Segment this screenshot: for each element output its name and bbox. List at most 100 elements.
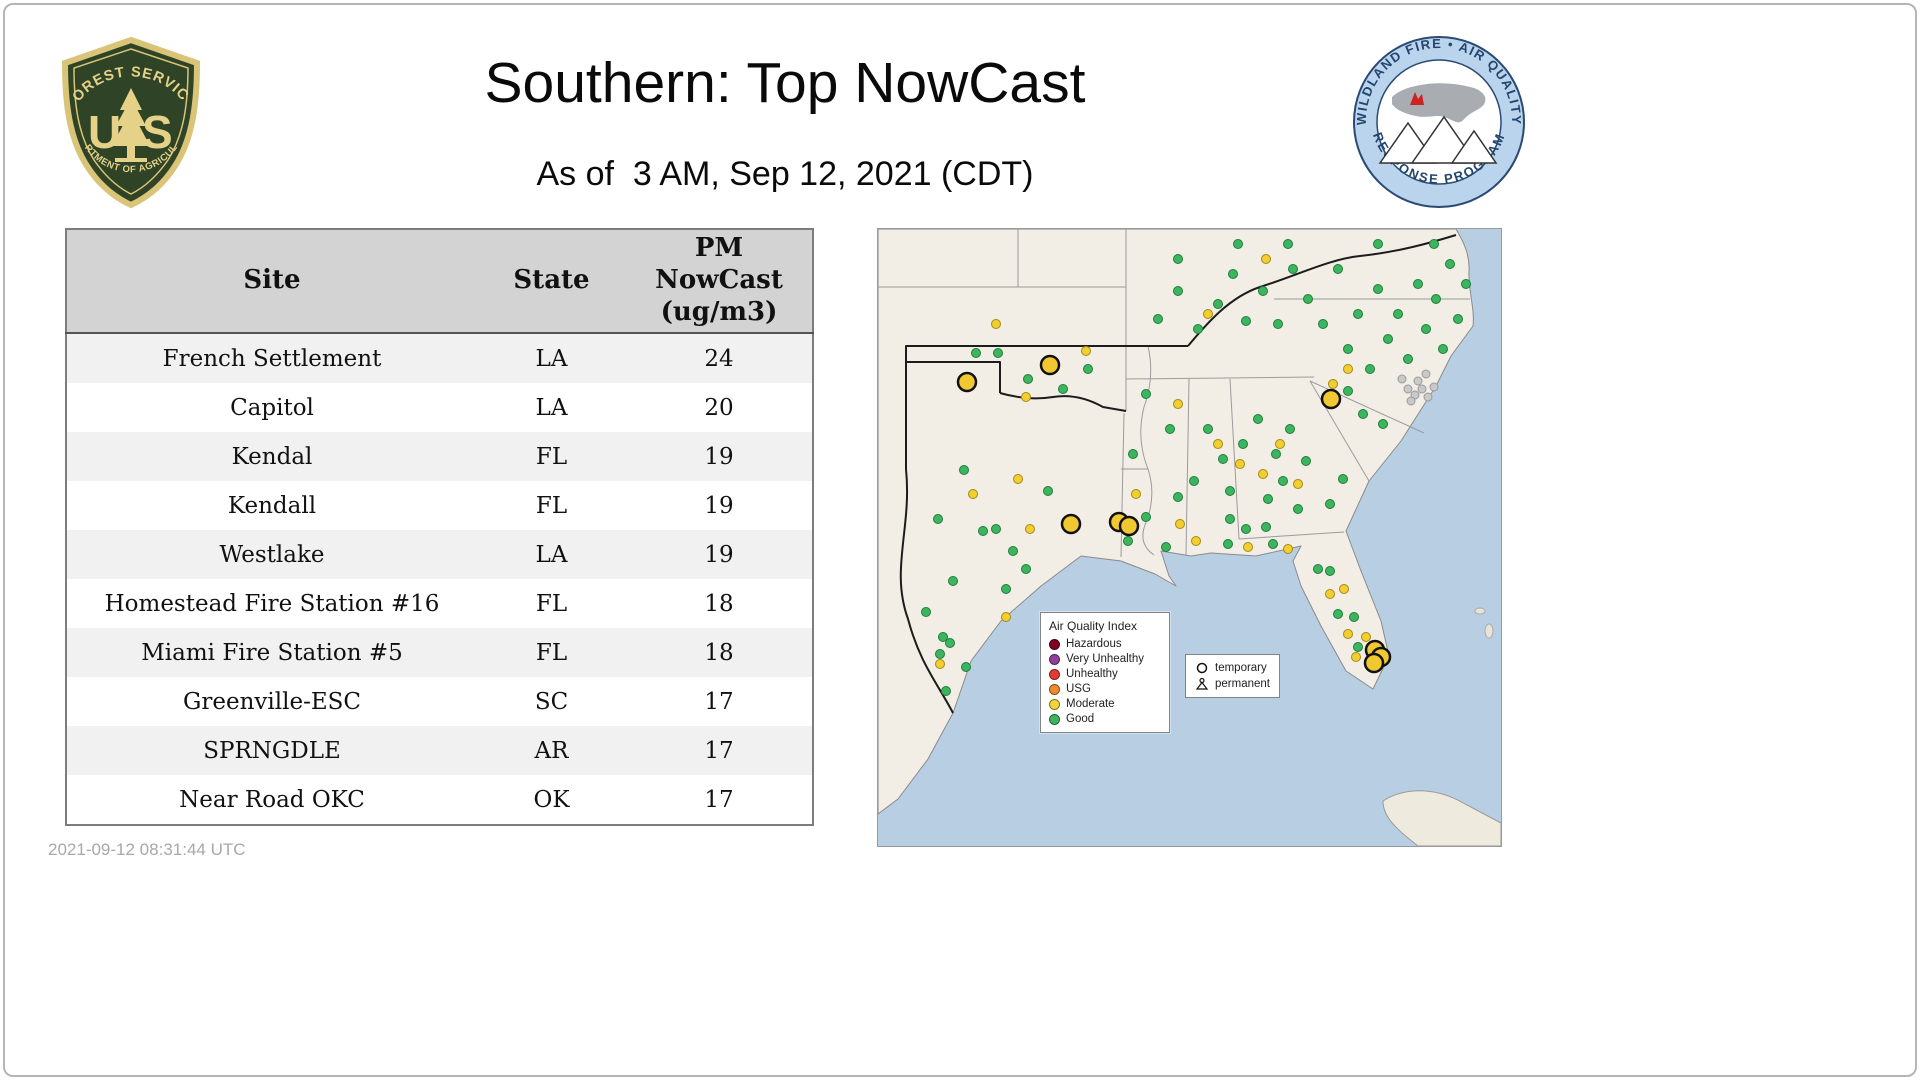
- column-header-pm-nowcast: PM NowCast (ug/m3): [626, 229, 813, 334]
- good-marker: [1461, 279, 1471, 289]
- good-marker: [1438, 344, 1448, 354]
- good-marker: [1318, 319, 1328, 329]
- cell-site: French Settlement: [162, 345, 382, 372]
- legend-item: Hazardous: [1049, 638, 1161, 650]
- moderate-marker: [1343, 629, 1353, 639]
- air-quality-map: Air Quality Index Hazardous Very Unhealth…: [877, 228, 1502, 847]
- legend-item: Unhealthy: [1049, 668, 1161, 680]
- legend-label: Very Unhealthy: [1066, 653, 1144, 665]
- temporary-label: temporary: [1215, 662, 1267, 674]
- good-marker: [1378, 419, 1388, 429]
- cell-value: 17: [704, 688, 734, 715]
- moderate-marker: [1243, 542, 1253, 552]
- aqi-legend-items: Hazardous Very Unhealthy Unhealthy USG Moder…: [1049, 638, 1161, 725]
- good-marker: [1283, 239, 1293, 249]
- good-marker: [941, 686, 951, 696]
- good-marker: [1001, 584, 1011, 594]
- no_data-marker: [1421, 369, 1431, 379]
- legend-label: Moderate: [1066, 698, 1115, 710]
- good-marker: [1431, 294, 1441, 304]
- cell-site: SPRNGDLE: [203, 737, 341, 764]
- table-body: French Settlement LA 24 Capitol LA 20 Kendal FL…: [66, 333, 813, 825]
- forest-service-logo: FOREST SERVICE U S DEPARTMENT OF AGRICUL…: [55, 36, 201, 209]
- good-marker: [1293, 504, 1303, 514]
- good-marker: [1238, 439, 1248, 449]
- good-marker: [1225, 514, 1235, 524]
- cell-site: Greenville-ESC: [183, 688, 361, 715]
- table-header-row: Site State PM NowCast (ug/m3): [66, 229, 813, 334]
- cell-state: LA: [535, 541, 568, 568]
- good-marker: [1263, 494, 1273, 504]
- moderate-marker: [1191, 536, 1201, 546]
- good-marker: [1278, 476, 1288, 486]
- good-marker: [933, 514, 943, 524]
- fire-marker-icon: [1410, 92, 1424, 105]
- legend-item: Very Unhealthy: [1049, 653, 1161, 665]
- good-marker: [1429, 239, 1439, 249]
- table-row: SPRNGDLE AR 17: [66, 726, 813, 775]
- moderate-marker: [1339, 584, 1349, 594]
- page-subtitle: As of 3 AM, Sep 12, 2021 (CDT): [536, 155, 1034, 193]
- good-marker: [1349, 612, 1359, 622]
- good-marker: [1445, 259, 1455, 269]
- cell-state: OK: [533, 786, 570, 813]
- no_data-marker: [1423, 392, 1433, 402]
- good-marker: [1173, 254, 1183, 264]
- cell-state: FL: [535, 590, 568, 617]
- moderate-marker: [1013, 474, 1023, 484]
- good-marker: [1373, 239, 1383, 249]
- good-marker: [1288, 264, 1298, 274]
- legend-swatch: [1049, 713, 1060, 725]
- moderate-marker: [1361, 632, 1371, 642]
- temporary_moderate-marker: [1320, 388, 1342, 410]
- moderate-marker: [1021, 392, 1031, 402]
- good-marker: [935, 649, 945, 659]
- temporary_moderate-marker: [1118, 515, 1140, 537]
- moderate-marker: [1325, 589, 1335, 599]
- moderate-marker: [1203, 309, 1213, 319]
- good-marker: [1128, 449, 1138, 459]
- pine-tree-icon: [112, 88, 150, 162]
- good-marker: [993, 348, 1003, 358]
- good-marker: [948, 576, 958, 586]
- cell-site: Homestead Fire Station #16: [104, 590, 440, 617]
- good-marker: [1161, 542, 1171, 552]
- good-marker: [1241, 316, 1251, 326]
- cell-site: Miami Fire Station #5: [141, 639, 403, 666]
- good-marker: [1225, 486, 1235, 496]
- good-marker: [1023, 374, 1033, 384]
- legend-swatch: [1049, 683, 1060, 695]
- temporary_moderate-marker: [956, 371, 978, 393]
- table-row: French Settlement LA 24: [66, 333, 813, 383]
- cell-state: LA: [535, 345, 568, 372]
- moderate-marker: [1343, 364, 1353, 374]
- good-marker: [1218, 454, 1228, 464]
- moderate-marker: [1283, 544, 1293, 554]
- good-marker: [1253, 414, 1263, 424]
- moderate-marker: [1081, 346, 1091, 356]
- air-quality-program-logo: WILDLAND FIRE • AIR QUALITY RESPONSE PRO…: [1353, 36, 1525, 208]
- good-marker: [1453, 314, 1463, 324]
- good-marker: [1058, 384, 1068, 394]
- legend-label: Good: [1066, 713, 1095, 725]
- cell-value: 19: [704, 492, 734, 519]
- moderate-marker: [1258, 469, 1268, 479]
- cell-state: FL: [535, 492, 568, 519]
- good-marker: [1213, 299, 1223, 309]
- good-marker: [1301, 456, 1311, 466]
- table-row: Kendall FL 19: [66, 481, 813, 530]
- column-header-state: State: [477, 229, 626, 334]
- cell-value: 20: [704, 394, 734, 421]
- table-row: Miami Fire Station #5 FL 18: [66, 628, 813, 677]
- good-marker: [1343, 386, 1353, 396]
- cell-site: Kendal: [231, 443, 313, 470]
- bahamas-island: [1474, 607, 1486, 615]
- cell-site: Capitol: [230, 394, 314, 421]
- cell-value: 17: [704, 737, 734, 764]
- good-marker: [1173, 286, 1183, 296]
- moderate-marker: [1175, 519, 1185, 529]
- aqi-legend: Air Quality Index Hazardous Very Unhealth…: [1040, 612, 1170, 733]
- good-marker: [1353, 309, 1363, 319]
- legend-item: Good: [1049, 713, 1161, 725]
- legend-label: Hazardous: [1066, 638, 1122, 650]
